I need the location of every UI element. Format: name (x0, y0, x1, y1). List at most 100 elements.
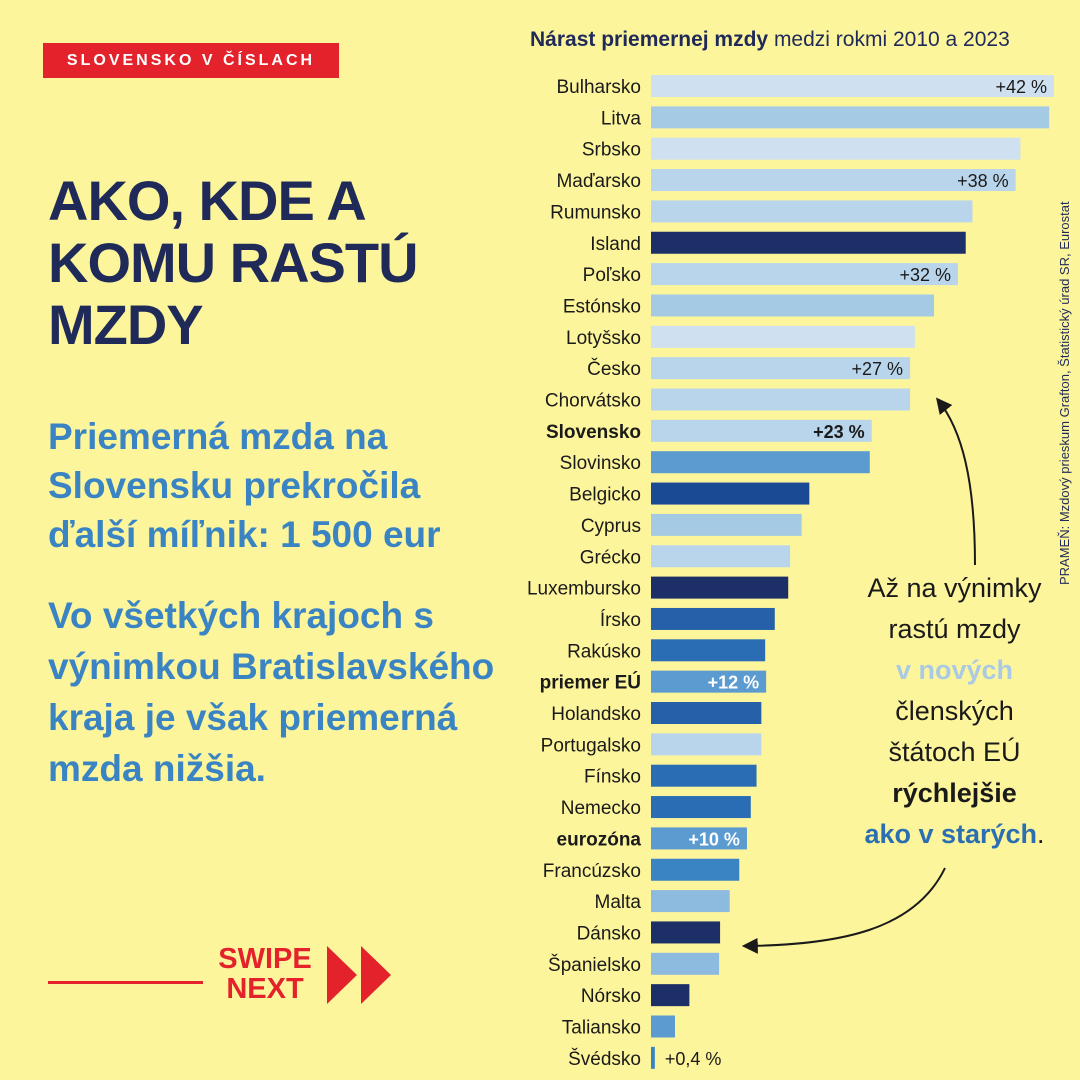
category-label: Litva (601, 108, 642, 129)
subheading-milestone: Priemerná mzda na Slovensku prekročila ď… (48, 416, 441, 555)
callout-arrow-up (936, 397, 976, 566)
category-label: Slovinsko (560, 453, 641, 474)
callout-line-5: štátoch EÚ (888, 737, 1021, 767)
data-label: +10 % (688, 829, 740, 849)
headline-line-3: MZDY (48, 293, 204, 356)
category-label: Lotyšsko (566, 328, 641, 349)
bar-česko (651, 357, 911, 380)
category-label: Írsko (600, 610, 641, 631)
data-label: +38 % (957, 171, 1009, 191)
data-label: +0,4 % (665, 1049, 722, 1069)
bar-litva (651, 106, 1050, 129)
bar-malta (651, 890, 730, 913)
bar-dánsko (651, 921, 721, 944)
category-label: Španielsko (548, 954, 641, 976)
data-label: +12 % (708, 673, 760, 693)
callout-line-6: rýchlejšie (892, 778, 1017, 808)
bar-grécko (651, 545, 791, 568)
category-label: Nórsko (581, 986, 641, 1007)
category-label: Česko (587, 358, 641, 380)
bar-holandsko (651, 702, 762, 724)
category-label: Estónsko (563, 296, 641, 317)
bar-taliansko (651, 1015, 675, 1038)
swipe-line (48, 981, 203, 984)
bar-priemer-eú (651, 670, 767, 693)
category-label: Bulharsko (557, 77, 642, 98)
bar-nórsko (651, 984, 690, 1007)
bar-portugalsko (651, 733, 762, 756)
category-label: Maďarsko (556, 171, 641, 192)
bar-španielsko (651, 952, 720, 975)
chart-title-bold: Nárast priemernej mzdy (530, 28, 769, 51)
category-label: Rakúsko (567, 641, 641, 662)
callout-line-3: v nových (895, 655, 1014, 685)
section-tag: SLOVENSKO V ČÍSLACH (43, 43, 339, 78)
category-label: Chorvátsko (545, 391, 641, 412)
callout-period: . (1037, 819, 1045, 849)
bar-rumunsko (651, 200, 973, 223)
bar-chorvátsko (651, 388, 911, 411)
bar-maďarsko (651, 169, 1016, 192)
data-label: +42 % (995, 77, 1047, 97)
category-label: Švédsko (568, 1048, 641, 1070)
category-label: Dánsko (577, 923, 641, 944)
category-label: Grécko (580, 547, 641, 568)
bar-estónsko (651, 294, 935, 317)
bar-nemecko (651, 796, 751, 819)
bar-srbsko (651, 137, 1021, 160)
bar-lotyšsko (651, 325, 915, 348)
data-label: +27 % (852, 359, 904, 379)
callout-line-2: rastú mzdy (888, 614, 1021, 644)
callout-arrow-down (741, 867, 946, 954)
category-label: Taliansko (562, 1018, 641, 1039)
category-label: Portugalsko (541, 735, 641, 756)
bar-francúzsko (651, 858, 740, 881)
category-label: priemer EÚ (540, 672, 641, 694)
category-label: Srbsko (582, 140, 641, 161)
category-label: Luxembursko (527, 579, 641, 600)
bar-slovensko (651, 419, 872, 442)
bar-švédsko (651, 1046, 655, 1069)
category-label: Francúzsko (543, 861, 641, 882)
category-label: Island (590, 234, 641, 255)
double-chevron-right-icon[interactable] (325, 944, 395, 1006)
subheading-regions: Vo všetkých krajoch s výnimkou Bratislav… (48, 595, 495, 789)
category-label: Slovensko (546, 422, 641, 443)
swipe-label: SWIPE (218, 943, 312, 975)
swipe-next-button[interactable]: SWIPE NEXT (210, 944, 320, 1004)
bar-eurozóna (651, 827, 747, 850)
headline-line-1: AKO, KDE A (48, 169, 367, 232)
headline: AKO, KDE A KOMU RASTÚ MZDY (48, 170, 518, 356)
bar-island (651, 231, 966, 254)
headline-line-2: KOMU RASTÚ (48, 231, 419, 294)
category-label: Belgicko (569, 485, 641, 506)
source-note: PRAMEŇ: Mzdový prieskum Grafton, Štatist… (1057, 201, 1072, 585)
category-label: Fínsko (584, 767, 641, 788)
bar-belgicko (651, 482, 810, 505)
bar-luxembursko (651, 576, 789, 599)
callout-line-7: ako v starých (864, 819, 1038, 849)
bar-poľsko (651, 263, 959, 286)
category-label: Cyprus (581, 516, 641, 537)
category-label: Rumunsko (550, 202, 641, 223)
next-label: NEXT (226, 973, 304, 1005)
data-label: +23 % (813, 422, 865, 442)
category-label: Malta (595, 892, 642, 913)
bar-rakúsko (651, 639, 766, 662)
category-label: eurozóna (557, 829, 642, 850)
bar-cyprus (651, 513, 802, 536)
bar-bulharsko (651, 75, 1054, 97)
bar-slovinsko (651, 451, 870, 474)
callout-line-1: Až na výnimky (867, 573, 1042, 603)
category-label: Poľsko (583, 265, 641, 286)
category-label: Nemecko (561, 798, 641, 819)
callout-note: Až na výnimky rastú mzdy v nových člensk… (852, 568, 1057, 855)
bar-írsko (651, 607, 775, 630)
category-label: Holandsko (551, 704, 641, 725)
chart-title-rest: medzi rokmi 2010 a 2023 (768, 28, 1010, 51)
data-label: +32 % (900, 265, 952, 285)
callout-line-4: členských (895, 696, 1014, 726)
bar-fínsko (651, 764, 757, 787)
chart-title: Nárast priemernej mzdy medzi rokmi 2010 … (530, 28, 1050, 52)
